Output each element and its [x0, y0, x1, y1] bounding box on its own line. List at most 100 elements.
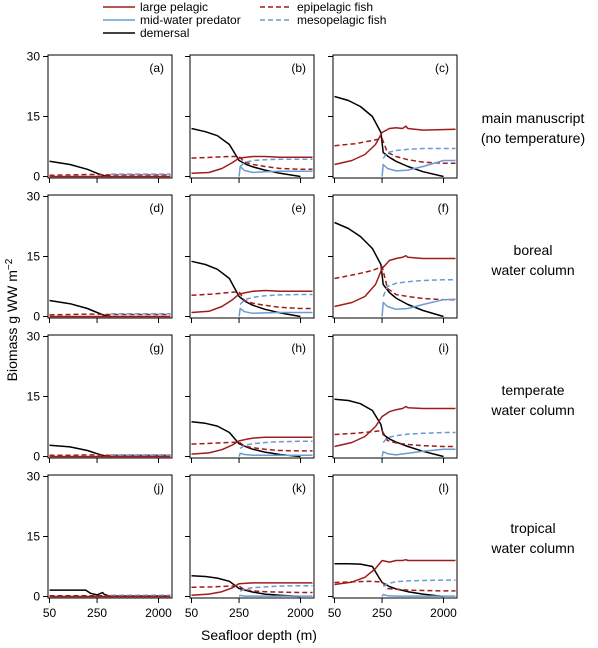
series-group — [49, 589, 171, 598]
panel-label: (k) — [292, 481, 306, 495]
series-line-mid-water-predator — [238, 594, 313, 598]
panel-6: 0 15 30 (g) — [27, 330, 173, 464]
y-tick-label: 15 — [27, 530, 41, 544]
x-axis-title: Seafloor depth (m) — [201, 627, 317, 643]
y-tick-label: 30 — [27, 470, 41, 484]
series-line-mid-water-predator — [381, 448, 456, 457]
row-title-0-line-0: main manuscript — [482, 110, 585, 126]
series-line-mid-water-predator — [238, 452, 313, 457]
panel-7: (h) — [185, 334, 315, 463]
x-tick-label: 250 — [87, 606, 107, 620]
panel-label: (b) — [291, 61, 306, 75]
x-tick-label: 50 — [43, 606, 57, 620]
series-line-demersal — [334, 398, 444, 458]
series-line-mesopelagic-fish — [382, 431, 456, 444]
panel-label: (i) — [438, 341, 449, 355]
y-axis-title: Biomass g WW m−2 — [4, 258, 20, 381]
series-line-epipelagic-fish — [191, 585, 313, 594]
panel-label: (a) — [149, 61, 164, 75]
series-group — [49, 160, 171, 178]
series-line-epipelagic-fish — [334, 429, 456, 448]
series-line-epipelagic-fish — [334, 580, 456, 592]
y-axis-title-superscript: −2 — [4, 258, 15, 270]
panel-11: 50 250 2000 (l) — [328, 474, 458, 620]
legend-label-2: demersal — [140, 26, 189, 40]
row-title-1-line-0: boreal — [514, 242, 553, 258]
x-tick-label: 50 — [328, 606, 342, 620]
series-line-mesopelagic-fish — [239, 584, 313, 592]
x-tick-label: 2000 — [287, 606, 314, 620]
y-tick-label: 0 — [33, 450, 40, 464]
y-tick-label: 30 — [27, 190, 41, 204]
series-line-epipelagic-fish — [334, 137, 456, 165]
series-line-demersal — [49, 589, 112, 598]
series-line-demersal — [191, 260, 301, 318]
series-line-demersal — [334, 95, 444, 178]
series-line-mesopelagic-fish — [382, 278, 456, 297]
series-line-demersal — [191, 127, 301, 178]
series-line-demersal — [334, 562, 444, 598]
panel-8: (i) — [328, 334, 458, 463]
series-line-large-pelagic — [191, 436, 313, 455]
series-line-mesopelagic-fish — [239, 440, 313, 450]
panel-label: (c) — [435, 61, 449, 75]
series-line-epipelagic-fish — [191, 441, 313, 452]
legend-label-0: large pelagic — [140, 0, 208, 14]
panel-2: (c) — [328, 54, 458, 183]
series-line-large-pelagic — [334, 254, 456, 308]
legend-label-4: mesopelagic fish — [297, 13, 386, 27]
panel-10: 50 250 2000 (k) — [185, 474, 315, 620]
panel-0: 0 15 30 (a) — [27, 50, 173, 184]
row-titles: main manuscript (no temperature) boreal wat… — [481, 110, 585, 556]
series-line-epipelagic-fish — [191, 290, 313, 310]
panel-1: (b) — [185, 54, 315, 183]
series-group — [191, 420, 313, 458]
x-tick-label: 2000 — [145, 606, 172, 620]
panel-4: (e) — [185, 194, 315, 323]
series-line-mesopelagic-fish — [239, 293, 313, 306]
panel-label: (h) — [291, 341, 306, 355]
legend-label-3: epipelagic fish — [297, 0, 373, 14]
series-group — [191, 127, 313, 178]
panel-label: (j) — [153, 481, 164, 495]
y-tick-label: 30 — [27, 330, 41, 344]
series-line-demersal — [49, 299, 112, 318]
y-tick-label: 0 — [33, 170, 40, 184]
row-title-3-line-1: water column — [490, 540, 574, 556]
panel-grid: 0 15 30 (a) (b) (c) 0 15 30 (d) (e) (f) 0 15 30 (g) (h) (… — [27, 50, 458, 620]
series-line-epipelagic-fish — [49, 173, 171, 177]
y-tick-label: 0 — [33, 590, 40, 604]
y-tick-label: 30 — [27, 50, 41, 64]
y-tick-label: 15 — [27, 110, 41, 124]
panel-label: (f) — [438, 201, 449, 215]
series-line-mid-water-predator — [238, 307, 313, 317]
legend-label-1: mid-water predator — [140, 13, 241, 27]
x-tick-label: 250 — [229, 606, 249, 620]
series-line-large-pelagic — [334, 125, 456, 166]
row-title-0-line-1: (no temperature) — [481, 130, 585, 146]
series-group — [334, 558, 456, 598]
series-group — [334, 221, 456, 318]
series-line-mesopelagic-fish — [382, 147, 456, 159]
series-line-epipelagic-fish — [49, 313, 171, 316]
series-line-epipelagic-fish — [191, 155, 313, 171]
series-line-large-pelagic — [334, 558, 456, 586]
panel-label: (g) — [149, 341, 164, 355]
series-group — [49, 444, 171, 458]
series-line-large-pelagic — [334, 405, 456, 448]
series-group — [49, 299, 171, 318]
x-tick-label: 50 — [185, 606, 199, 620]
series-line-large-pelagic — [191, 155, 313, 175]
series-line-mesopelagic-fish — [382, 579, 456, 588]
row-title-3-line-0: tropical — [510, 520, 555, 536]
row-title-2-line-1: water column — [490, 402, 574, 418]
panel-label: (d) — [149, 201, 164, 215]
series-line-large-pelagic — [191, 582, 313, 597]
series-group — [334, 398, 456, 458]
series-line-mid-water-predator — [238, 165, 313, 177]
series-line-large-pelagic — [191, 289, 313, 314]
panel-9: 0 15 30 50 250 2000 (j) — [27, 470, 173, 620]
x-tick-label: 250 — [372, 606, 392, 620]
series-line-mid-water-predator — [381, 159, 456, 177]
